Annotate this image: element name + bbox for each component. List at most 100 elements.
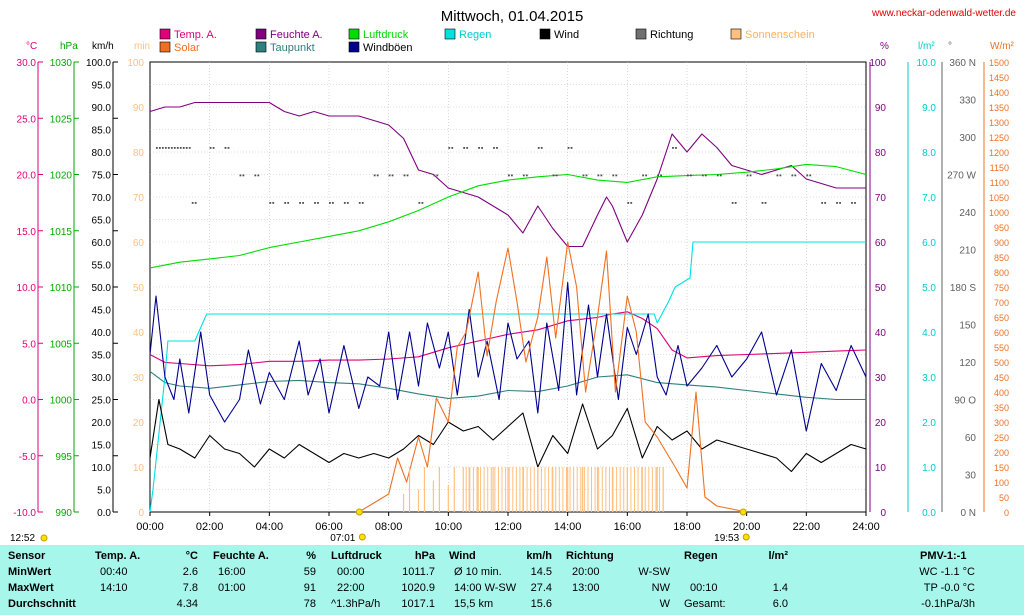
rain-total-label: Gesamt: <box>684 598 726 610</box>
sunshine-tick-label: 50 <box>133 283 145 294</box>
legend-label: Sonnenschein <box>745 29 815 41</box>
direction-point <box>161 147 164 149</box>
windb-en-line <box>149 281 867 432</box>
direction-point <box>185 147 188 149</box>
wind-tick-label: 35.0 <box>92 351 112 362</box>
solar-tick-label: 950 <box>994 223 1009 233</box>
row-avg-label: Durchschnitt <box>8 598 76 610</box>
sunshine-tick-label: 70 <box>133 193 145 204</box>
solar-tick-label: 400 <box>994 388 1009 398</box>
wind-tick-label: 70.0 <box>92 193 112 204</box>
direction-point <box>209 147 212 149</box>
direction-point <box>254 174 257 177</box>
direction-point <box>552 174 555 177</box>
chart-title: Mittwoch, 01.04.2015 <box>441 8 584 25</box>
max-dir-time: 13:00 <box>572 582 600 594</box>
direction-tick-label: 240 <box>959 208 976 219</box>
wind-axis-unit: km/h <box>92 41 114 52</box>
legend-swatch <box>348 28 360 40</box>
direction-point <box>854 202 856 204</box>
row-min-label: MinWert <box>8 566 52 578</box>
direction-point <box>179 147 182 149</box>
x-tick-label: 12:00 <box>494 521 522 533</box>
direction-point <box>675 147 677 149</box>
direction-point <box>242 174 245 177</box>
wind-tick-label: 85.0 <box>92 126 112 137</box>
temp-tick-label: 15.0 <box>17 227 37 238</box>
wind-tick-label: 60.0 <box>92 238 112 249</box>
sunset-label: 19:53 <box>714 533 739 544</box>
statistics-table: Sensor Temp. A. °C Feuchte A. % Luftdruc… <box>0 545 1024 615</box>
humidity-tick-label: 100 <box>869 58 886 69</box>
max-temp: 7.8 <box>182 582 198 594</box>
avg-dir: W <box>659 598 670 610</box>
moonrise-label: 12:52 <box>10 533 35 544</box>
direction-point <box>358 202 361 204</box>
temp-tick-label: 30.0 <box>17 58 37 69</box>
direction-point <box>299 202 301 204</box>
row-max-label: MaxWert <box>8 582 54 594</box>
temp-tick-label: 0.0 <box>22 396 36 407</box>
sunshine-tick-label: 60 <box>133 238 145 249</box>
solar-tick-label: 0 <box>1004 508 1009 518</box>
wind-tick-label: 95.0 <box>92 81 112 92</box>
site-url[interactable]: www.neckar-odenwald-wetter.de <box>871 8 1016 19</box>
humidity-tick-label: 70 <box>875 193 887 204</box>
direction-point <box>227 147 230 149</box>
pressure-tick-label: 1020 <box>50 171 73 182</box>
wind-tick-label: 100.0 <box>86 58 111 69</box>
direction-point <box>704 174 707 177</box>
solar-tick-label: 250 <box>994 433 1009 443</box>
direction-tick-label: 330 <box>959 96 976 107</box>
legend-label: Temp. A. <box>174 29 217 41</box>
temp-tick-label: 20.0 <box>17 171 37 182</box>
x-tick-label: 10:00 <box>435 521 463 533</box>
direction-point <box>188 147 191 149</box>
direction-point <box>170 147 173 149</box>
rain-tick-label: 5.0 <box>922 283 936 294</box>
solar-tick-label: 200 <box>994 448 1009 458</box>
solar-tick-label: 650 <box>994 313 1009 323</box>
direction-point <box>511 174 513 177</box>
legend-label: Windböen <box>363 42 413 54</box>
direction-point <box>600 174 603 177</box>
wind-tick-label: 90.0 <box>92 103 112 114</box>
sunshine-tick-label: 20 <box>133 418 145 429</box>
direction-point <box>496 147 498 149</box>
direction-point <box>173 147 176 149</box>
hdr-rain: Regen <box>684 550 718 562</box>
solar-tick-label: 1400 <box>989 88 1009 98</box>
solar-tick-label: 1500 <box>989 58 1009 68</box>
direction-point <box>332 202 334 204</box>
direction-point <box>376 174 379 177</box>
humidity-tick-label: 90 <box>875 103 887 114</box>
rain-tick-label: 7.0 <box>922 193 936 204</box>
legend-label: Wind <box>554 29 579 41</box>
direction-tick-label: 360 N <box>949 58 976 69</box>
axes: °C 30.0 25.0 20.0 15.0 10.0 5.0 0.0 -5.0 -10.0 hPa… <box>13 41 1014 519</box>
solar-tick-label: 1450 <box>989 73 1009 83</box>
direction-point <box>164 147 167 149</box>
rain-tick-label: 8.0 <box>922 148 936 159</box>
direction-point <box>478 147 480 149</box>
wind-avg-label: Ø 10 min. <box>454 566 502 578</box>
legend-label: Taupunkt <box>270 42 315 54</box>
wind-tick-label: 25.0 <box>92 396 112 407</box>
direction-point <box>851 202 853 204</box>
direction-point <box>540 147 543 149</box>
max-temp-time: 14:10 <box>100 582 128 594</box>
min-temp: 2.6 <box>182 566 198 578</box>
temp-tick-label: 5.0 <box>22 339 36 350</box>
direction-point <box>719 174 722 177</box>
direction-point <box>746 174 749 177</box>
direction-point <box>764 202 767 204</box>
direction-point <box>448 147 451 149</box>
solar-tick-label: 850 <box>994 253 1009 263</box>
sunshine-tick-label: 80 <box>133 148 145 159</box>
legend-label: Feuchte A. <box>270 29 323 41</box>
direction-point <box>839 202 841 204</box>
solar-tick-label: 1150 <box>990 163 1009 173</box>
avg-temp: 4.34 <box>176 598 198 610</box>
direction-point <box>269 202 272 204</box>
humidity-tick-label: 60 <box>875 238 887 249</box>
